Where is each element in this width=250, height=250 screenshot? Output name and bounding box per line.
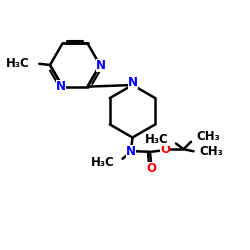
Text: H₃C: H₃C — [145, 133, 169, 146]
Text: N: N — [126, 145, 136, 158]
Text: N: N — [128, 76, 138, 89]
Text: CH₃: CH₃ — [196, 130, 220, 143]
Text: N: N — [96, 58, 106, 71]
Text: O: O — [146, 162, 156, 175]
Text: CH₃: CH₃ — [200, 145, 224, 158]
Text: O: O — [160, 143, 170, 156]
Text: H₃C: H₃C — [91, 156, 115, 169]
Text: N: N — [56, 80, 66, 93]
Text: H₃C: H₃C — [6, 57, 30, 70]
